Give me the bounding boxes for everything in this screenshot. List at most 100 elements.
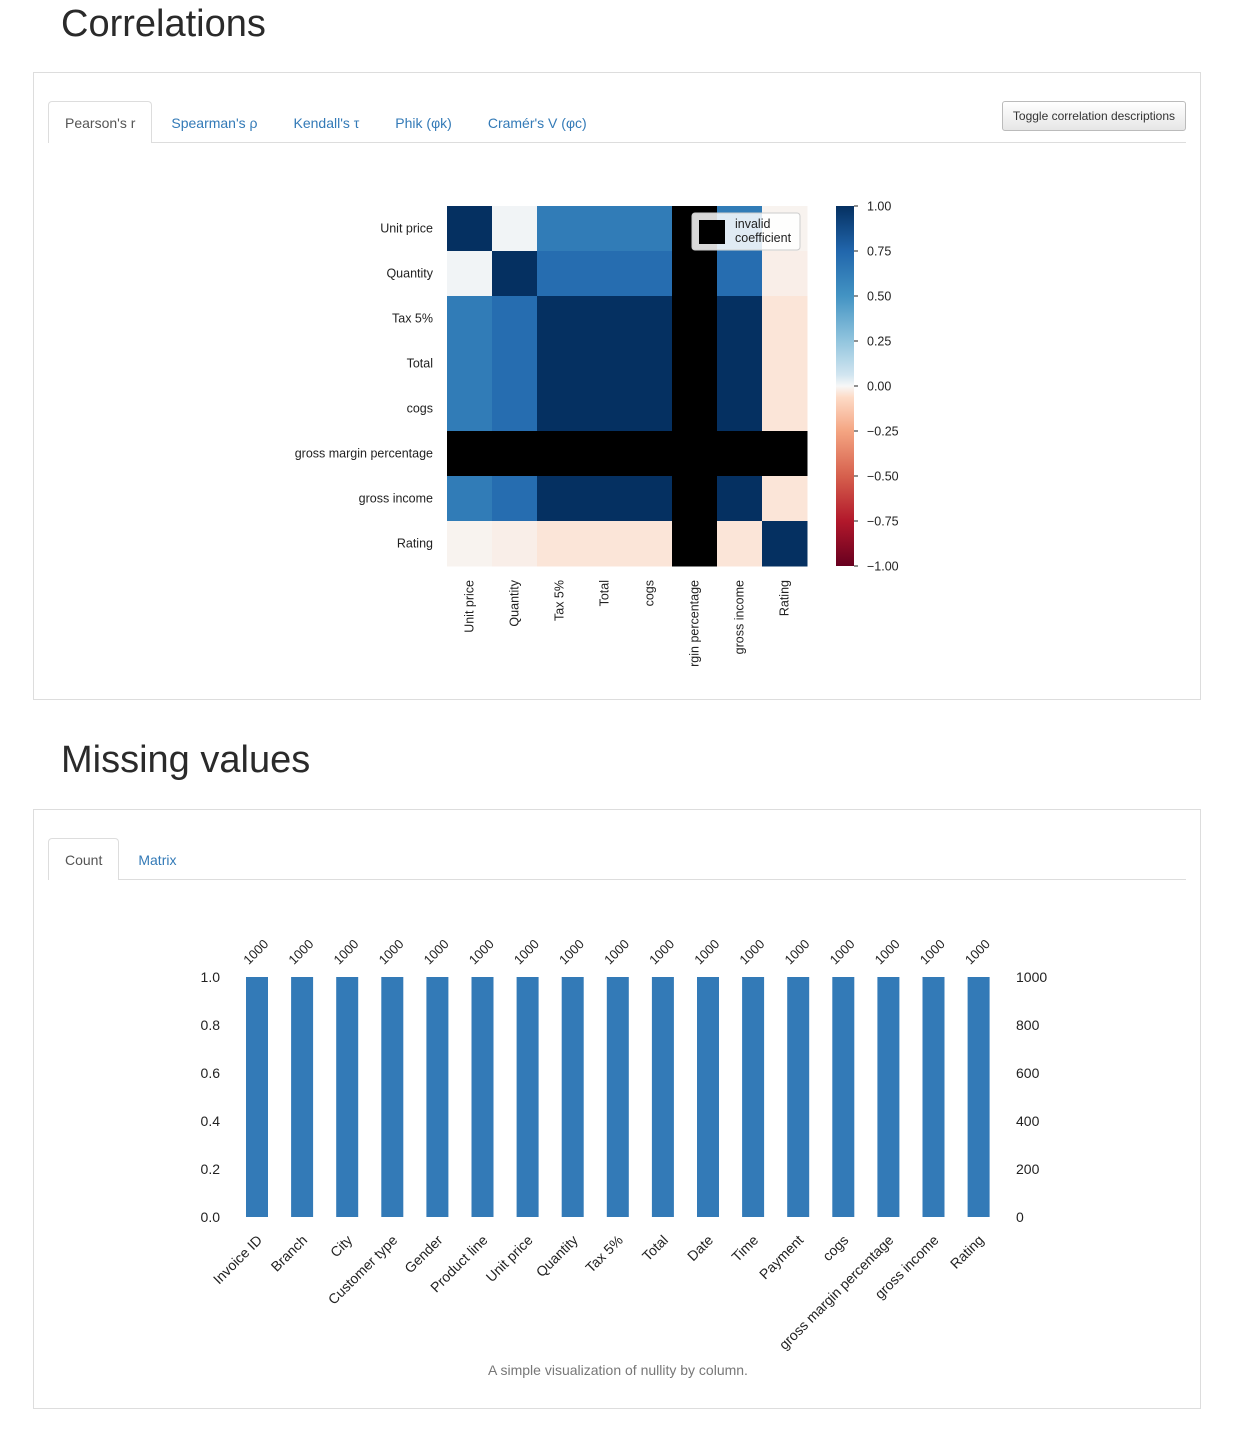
heatmap-cell bbox=[762, 431, 808, 477]
y-axis-left-tick-label: 0.0 bbox=[201, 1209, 221, 1225]
tab-pearson[interactable]: Pearson's r bbox=[48, 101, 153, 143]
tab-count[interactable]: Count bbox=[48, 838, 120, 880]
x-axis-tick-label: cogs bbox=[819, 1232, 851, 1264]
bar bbox=[697, 977, 719, 1217]
bar-count-label: 1000 bbox=[330, 936, 361, 967]
x-axis-tick-label: Unit price bbox=[483, 1232, 536, 1285]
bar-count-label: 1000 bbox=[872, 936, 903, 967]
y-axis-right-tick-label: 400 bbox=[1016, 1113, 1040, 1129]
bar-count-label: 1000 bbox=[466, 936, 497, 967]
heatmap-cell bbox=[447, 341, 493, 387]
heatmap-col-label: cogs bbox=[643, 580, 657, 606]
heatmap-cell bbox=[537, 341, 583, 387]
x-axis-tick-label: Tax 5% bbox=[582, 1232, 626, 1276]
heatmap-cell bbox=[672, 521, 718, 567]
heatmap-cell bbox=[537, 521, 583, 567]
heatmap-cell bbox=[492, 206, 538, 252]
bar-count-label: 1000 bbox=[601, 936, 632, 967]
heatmap-row-label: Tax 5% bbox=[392, 312, 433, 326]
heatmap-col-label: Rating bbox=[778, 580, 792, 616]
heatmap-cell bbox=[717, 296, 763, 342]
bar bbox=[471, 977, 494, 1217]
bar bbox=[742, 977, 765, 1217]
toggle-correlation-descriptions-button[interactable]: Toggle correlation descriptions bbox=[1001, 101, 1186, 131]
heatmap-cell bbox=[627, 206, 673, 252]
x-axis-tick-label: Invoice ID bbox=[210, 1232, 265, 1287]
heatmap-cell bbox=[717, 521, 763, 567]
bar bbox=[516, 977, 539, 1217]
heatmap-cell bbox=[537, 431, 583, 477]
bar-count-label: 1000 bbox=[781, 936, 812, 967]
colorbar-tick-label: 1.00 bbox=[867, 200, 891, 214]
y-axis-left-tick-label: 0.6 bbox=[201, 1065, 221, 1081]
heatmap-cell bbox=[447, 386, 493, 432]
heatmap-cell bbox=[447, 476, 493, 522]
invalid-coefficient-legend: invalid coefficient bbox=[691, 212, 801, 251]
heatmap-cell bbox=[627, 296, 673, 342]
y-axis-left-tick-label: 1.0 bbox=[201, 969, 221, 985]
x-axis-tick-label: Quantity bbox=[533, 1232, 581, 1280]
heatmap-cell bbox=[582, 521, 628, 567]
heatmap-cell bbox=[537, 476, 583, 522]
heatmap-cell bbox=[627, 521, 673, 567]
correlations-panel: Pearson's r Spearman's ρ Kendall's τ Phi… bbox=[33, 72, 1201, 700]
colorbar-tick-label: 0.00 bbox=[867, 380, 891, 394]
heatmap-cell bbox=[672, 386, 718, 432]
bar-count-label: 1000 bbox=[917, 936, 948, 967]
heatmap-cell bbox=[582, 251, 628, 297]
heatmap-cell bbox=[627, 476, 673, 522]
heatmap-cell bbox=[582, 206, 628, 252]
bar-count-label: 1000 bbox=[646, 936, 677, 967]
heatmap-cell bbox=[672, 296, 718, 342]
heatmap-cell bbox=[762, 476, 808, 522]
tab-spearman[interactable]: Spearman's ρ bbox=[171, 115, 258, 131]
x-axis-tick-label: Rating bbox=[947, 1232, 987, 1272]
tab-cramers-v[interactable]: Cramér's V (φc) bbox=[487, 115, 587, 131]
heatmap-row-label: Total bbox=[407, 357, 433, 371]
bar bbox=[651, 977, 674, 1217]
bar bbox=[426, 977, 449, 1217]
bar-count-label: 1000 bbox=[285, 936, 316, 967]
heatmap-cell bbox=[717, 476, 763, 522]
x-axis-tick-label: Time bbox=[728, 1232, 761, 1265]
colorbar bbox=[836, 206, 854, 566]
bar bbox=[832, 977, 855, 1217]
heatmap-cell bbox=[717, 251, 763, 297]
y-axis-left-tick-label: 0.4 bbox=[201, 1113, 221, 1129]
heatmap-col-label: Tax 5% bbox=[553, 580, 567, 621]
heatmap-cell bbox=[492, 341, 538, 387]
y-axis-left-tick-label: 0.8 bbox=[201, 1017, 221, 1033]
heatmap-cell bbox=[537, 296, 583, 342]
heatmap-cell bbox=[447, 521, 493, 567]
bar bbox=[606, 977, 629, 1217]
bar-count-label: 1000 bbox=[556, 936, 587, 967]
missing-values-tabs: Count Matrix bbox=[48, 838, 1186, 880]
colorbar-tick-label: −1.00 bbox=[867, 560, 899, 574]
heatmap-cell bbox=[537, 251, 583, 297]
colorbar-tick-label: −0.25 bbox=[867, 425, 899, 439]
heatmap-cell bbox=[492, 296, 538, 342]
tab-kendall[interactable]: Kendall's τ bbox=[293, 115, 360, 131]
tab-phik[interactable]: Phik (φk) bbox=[395, 115, 452, 131]
heatmap-cell bbox=[762, 296, 808, 342]
heatmap-cell bbox=[582, 341, 628, 387]
bar bbox=[336, 977, 359, 1217]
heatmap-cell bbox=[627, 431, 673, 477]
legend-label-line1: invalid bbox=[735, 217, 770, 231]
bar-count-label: 1000 bbox=[736, 936, 767, 967]
bar bbox=[291, 977, 314, 1217]
bar bbox=[381, 977, 404, 1217]
heatmap-cell bbox=[717, 431, 763, 477]
correlations-title: Correlations bbox=[61, 3, 266, 45]
heatmap-cell bbox=[492, 251, 538, 297]
tab-matrix[interactable]: Matrix bbox=[138, 852, 177, 868]
heatmap-cell bbox=[627, 386, 673, 432]
heatmap-cell bbox=[672, 431, 718, 477]
heatmap-cell bbox=[492, 386, 538, 432]
heatmap-cell bbox=[447, 206, 493, 252]
y-axis-right-tick-label: 600 bbox=[1016, 1065, 1040, 1081]
bar-count-label: 1000 bbox=[962, 936, 993, 967]
bar-count-label: 1000 bbox=[511, 936, 542, 967]
heatmap-cell bbox=[537, 206, 583, 252]
heatmap-cell bbox=[447, 431, 493, 477]
